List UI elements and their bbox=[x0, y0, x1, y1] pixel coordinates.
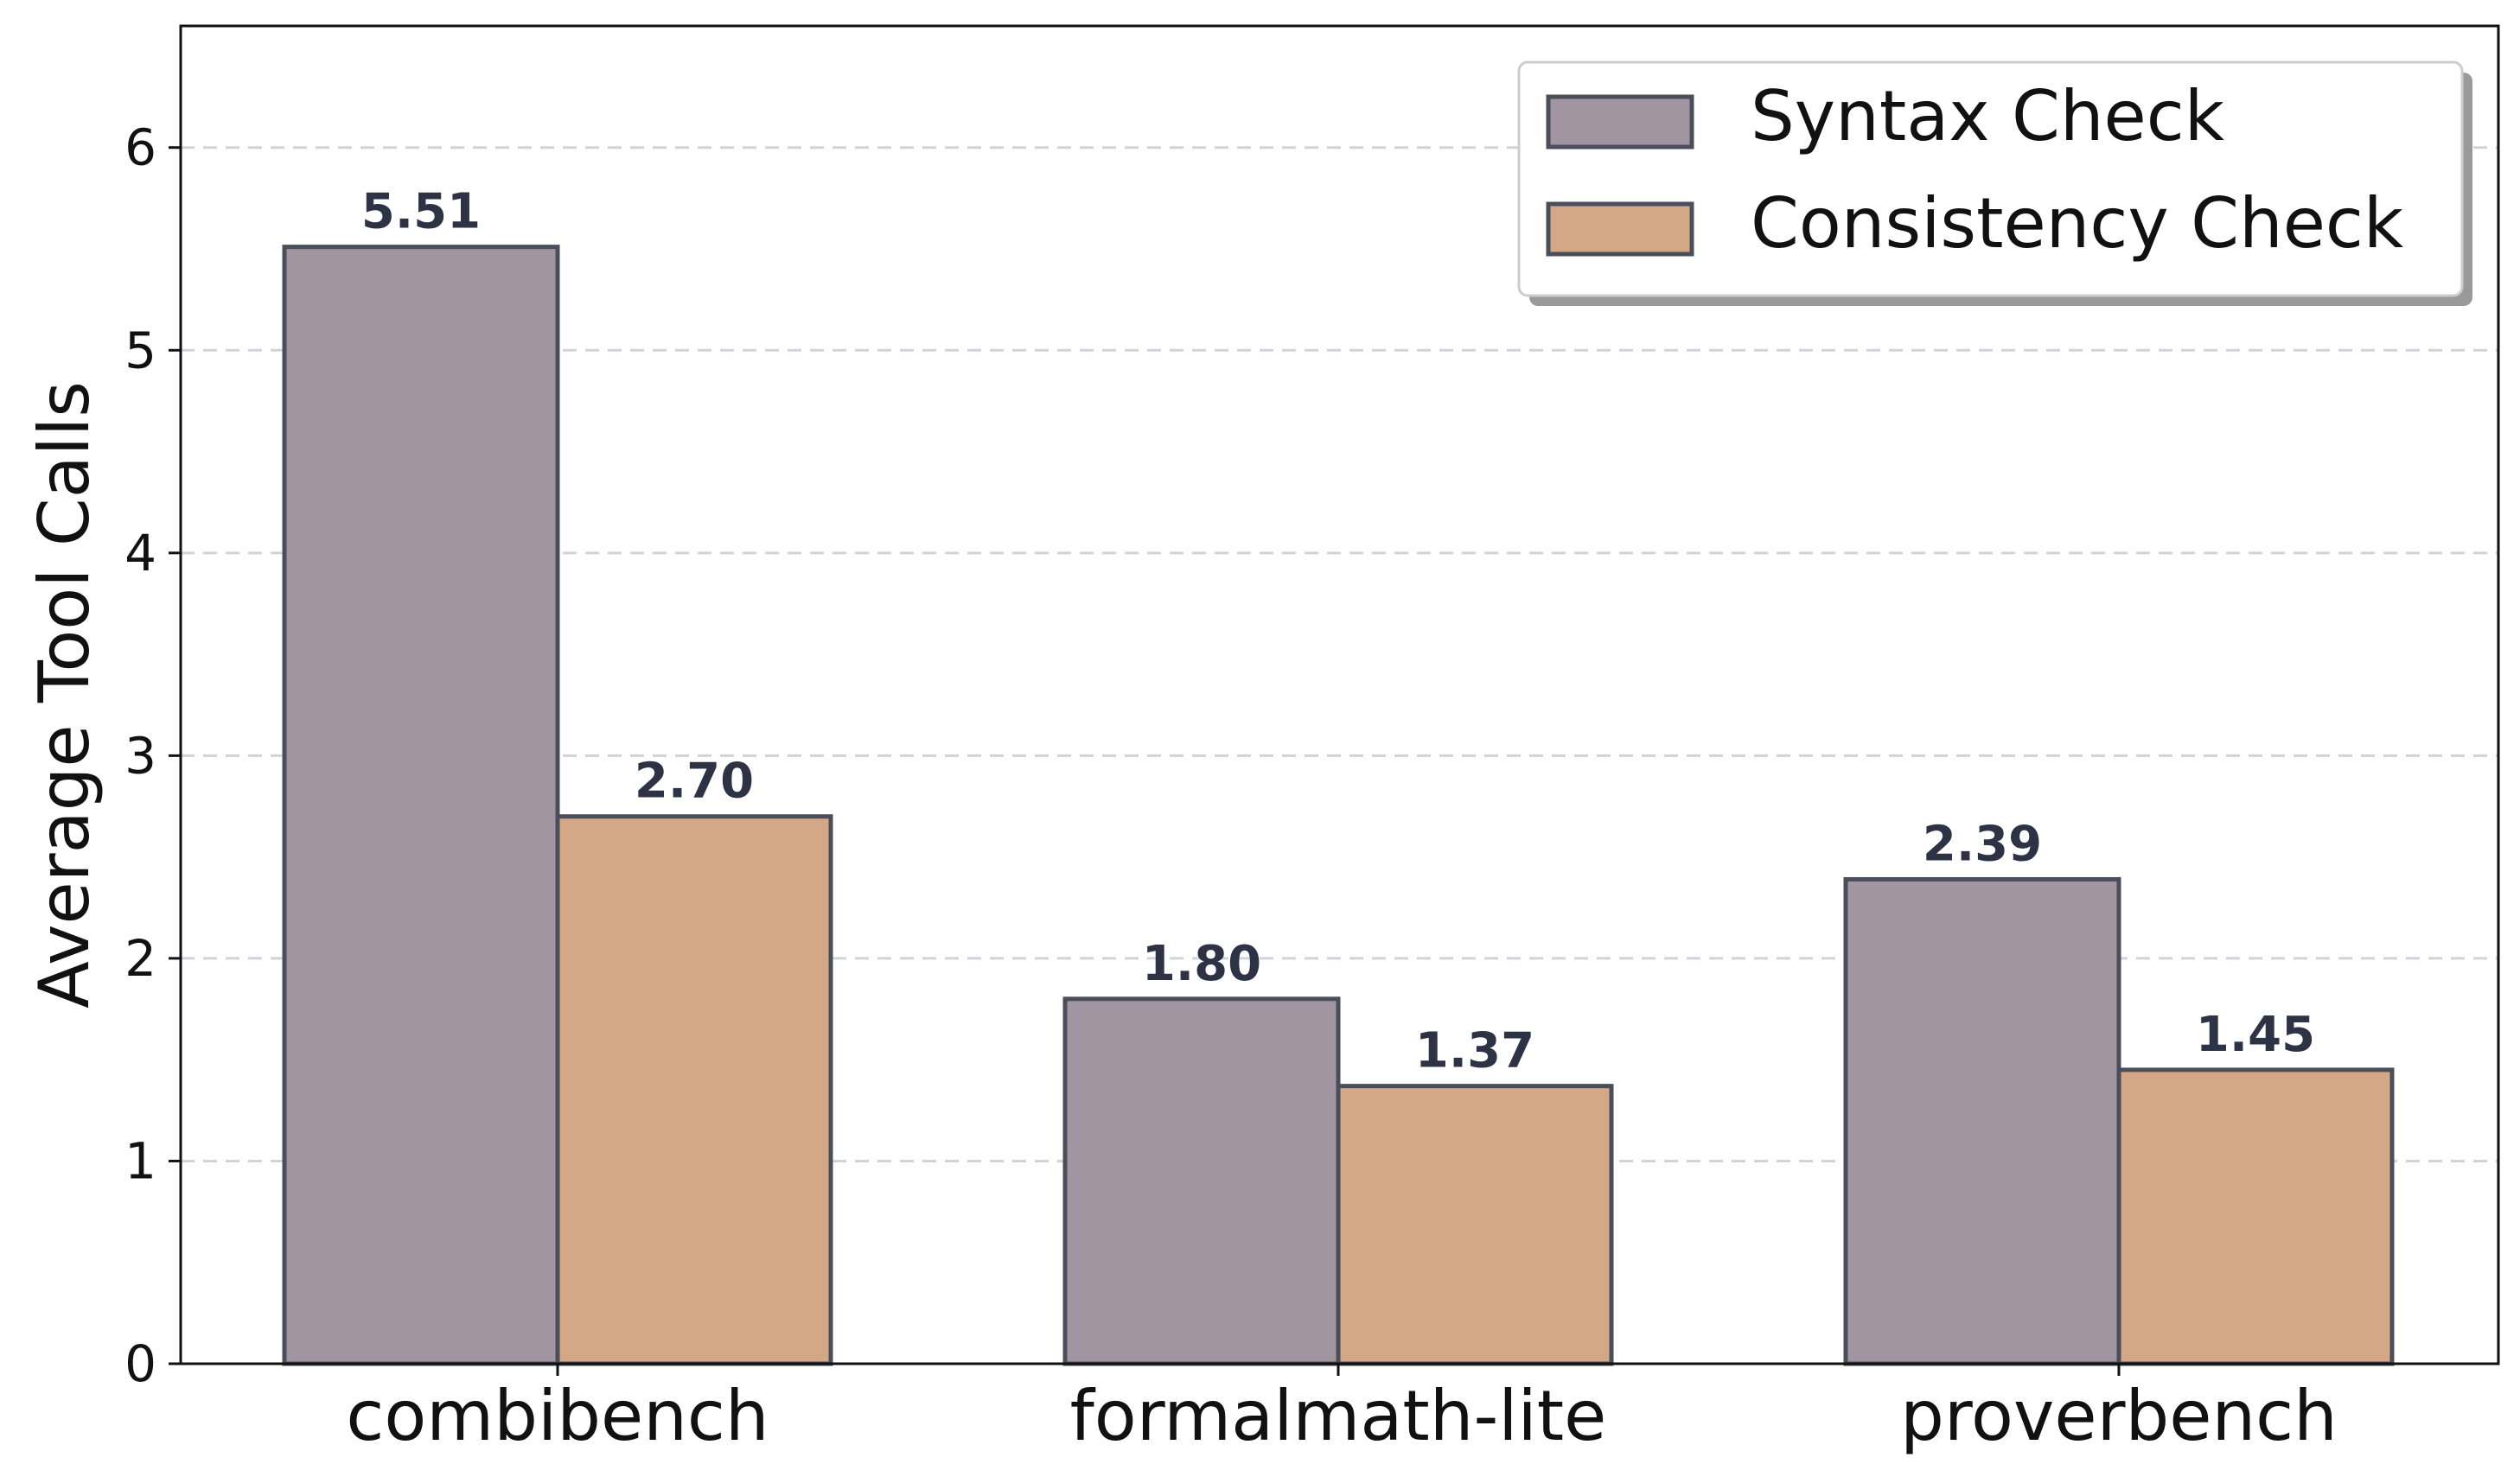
data-label: 5.51 bbox=[361, 184, 481, 240]
y-tick-label: 4 bbox=[124, 524, 156, 582]
data-label: 2.39 bbox=[1923, 816, 2042, 872]
legend-label: Syntax Check bbox=[1751, 76, 2225, 156]
bar-consistency-check-combibench bbox=[555, 814, 833, 1366]
bar-syntax-check-proverbench bbox=[1843, 876, 2121, 1366]
bar-syntax-check-formalmath-lite bbox=[1062, 996, 1341, 1366]
y-tick-label: 0 bbox=[124, 1334, 156, 1393]
y-tick-label: 5 bbox=[124, 321, 156, 379]
x-tick-label: combibench bbox=[346, 1376, 769, 1456]
x-tick-label: formalmath-lite bbox=[1070, 1376, 1607, 1456]
bar-consistency-check-proverbench bbox=[2116, 1067, 2395, 1366]
y-axis-label: Average Tool Calls bbox=[24, 381, 105, 1009]
bar-syntax-check-combibench bbox=[282, 245, 560, 1366]
value-labels: 5.51 2.70 1.80 1.37 2.39 1.45 bbox=[361, 184, 2315, 1079]
legend-swatch bbox=[1546, 94, 1694, 150]
y-axis-ticks: 0 1 2 3 4 5 6 bbox=[124, 118, 181, 1393]
bars bbox=[282, 245, 2395, 1366]
data-label: 1.80 bbox=[1142, 936, 1261, 992]
bar-consistency-check-formalmath-lite bbox=[1336, 1084, 1614, 1366]
data-label: 1.37 bbox=[1415, 1023, 1534, 1079]
data-label: 1.45 bbox=[2196, 1007, 2315, 1063]
legend: Syntax Check Consistency Check bbox=[1517, 60, 2472, 306]
y-tick-label: 1 bbox=[124, 1131, 156, 1190]
y-tick-label: 6 bbox=[124, 118, 156, 177]
x-tick-label: proverbench bbox=[1900, 1376, 2338, 1456]
legend-box bbox=[1517, 60, 2464, 297]
legend-label: Consistency Check bbox=[1751, 183, 2404, 264]
legend-swatch bbox=[1546, 201, 1694, 257]
y-tick-label: 3 bbox=[124, 726, 156, 785]
y-tick-label: 2 bbox=[124, 929, 156, 988]
x-axis-ticks: combibench formalmath-lite proverbench bbox=[346, 1364, 2338, 1456]
data-label: 2.70 bbox=[635, 754, 754, 810]
